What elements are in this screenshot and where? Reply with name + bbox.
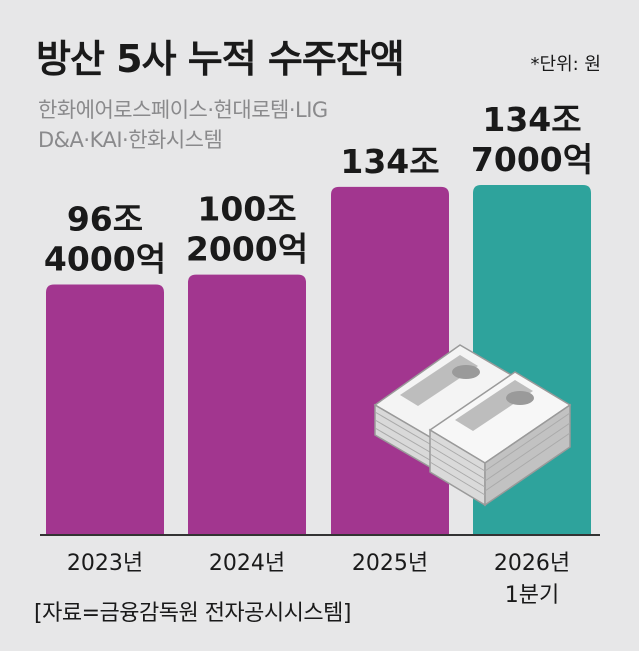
data-label-3-0: 134조 xyxy=(482,100,581,139)
tick-label-2-0: 2025년 xyxy=(352,551,428,576)
money-stack-icon xyxy=(373,344,572,507)
tick-label-3-1: 1분기 xyxy=(505,583,559,608)
data-label-1-1: 2000억 xyxy=(186,230,308,269)
data-label-2-0: 134조 xyxy=(340,142,439,181)
unit-note: *단위: 원 xyxy=(530,54,601,75)
tick-label-1-0: 2024년 xyxy=(209,551,285,576)
data-label-0-0: 96조 xyxy=(67,200,143,239)
data-label-0-1: 4000억 xyxy=(44,240,166,279)
tick-label-3-0: 2026년 xyxy=(494,551,570,576)
chart-subtitle: 한화에어로스페이스·현대로템·LIG D&A·KAI·한화시스템 xyxy=(38,98,328,152)
bar-2 xyxy=(331,186,449,536)
chart-title: 방산 5사 누적 수주잔액 xyxy=(36,37,405,81)
data-label-1-0: 100조 xyxy=(197,190,296,229)
source-note: [자료=금융감독원 전자공시시스템] xyxy=(34,601,351,626)
data-label-3-1: 7000억 xyxy=(471,140,593,179)
tick-label-0-0: 2023년 xyxy=(67,551,143,576)
bar-1 xyxy=(188,274,306,535)
bar-0 xyxy=(46,284,164,535)
